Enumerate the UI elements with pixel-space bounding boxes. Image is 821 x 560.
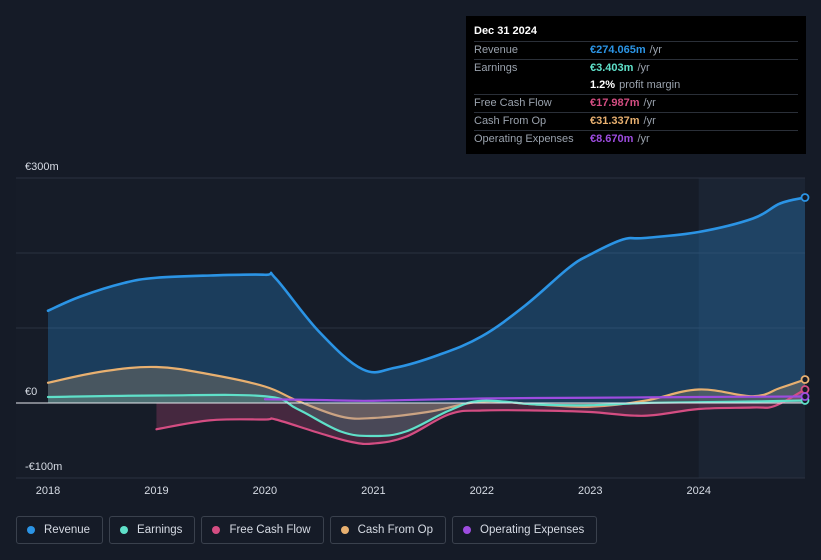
data-tooltip: Dec 31 2024 Revenue €274.065m /yr Earnin…	[466, 16, 806, 154]
series-line-revenue	[46, 196, 807, 374]
tooltip-label: Free Cash Flow	[474, 97, 552, 109]
x-tick-label: 2022	[470, 485, 494, 497]
legend-item-cash-from-op[interactable]: Cash From Op	[329, 516, 447, 544]
y-tick-label: -€100m	[25, 461, 62, 473]
tooltip-label: Operating Expenses	[474, 133, 574, 145]
legend-item-earnings[interactable]: Earnings	[109, 516, 196, 544]
tooltip-row-free-cash-flow: Free Cash Flow €17.987m /yr	[474, 94, 798, 112]
tooltip-value: €31.337m	[590, 115, 640, 127]
legend-dot-icon	[212, 526, 221, 534]
tooltip-row-operating-expenses: Operating Expenses €8.670m /yr	[474, 130, 798, 148]
tooltip-value: €17.987m	[590, 97, 640, 109]
series-area-earnings	[48, 394, 805, 437]
x-tick-label: 2018	[36, 485, 60, 497]
tooltip-row-earnings: Earnings €3.403m /yr	[474, 59, 798, 77]
tooltip-label: Revenue	[474, 44, 519, 56]
x-tick-label: 2020	[253, 485, 277, 497]
legend-dot-icon	[463, 526, 472, 534]
tooltip-label: Earnings	[474, 62, 518, 74]
y-tick-label: €300m	[25, 161, 59, 173]
x-tick-label: 2019	[144, 485, 168, 497]
series-line-earnings	[46, 393, 807, 438]
legend-dot-icon	[27, 526, 35, 534]
y-tick-label: €0	[25, 386, 37, 398]
tooltip-row-revenue: Revenue €274.065m /yr	[474, 41, 798, 59]
legend-label: Earnings	[137, 524, 183, 536]
tooltip-label	[474, 77, 590, 94]
legend-dot-icon	[120, 526, 129, 534]
end-marker-revenue	[800, 193, 810, 202]
chart-legend: Revenue Earnings Free Cash Flow Cash Fro…	[16, 516, 598, 546]
tooltip-unit: /yr	[637, 133, 650, 145]
tooltip-row-cash-from-op: Cash From Op €31.337m /yr	[474, 112, 798, 130]
series-line-free-cash-flow	[155, 388, 807, 446]
series-area-revenue	[48, 197, 805, 403]
tooltip-value: €3.403m	[590, 62, 634, 74]
tooltip-value: €8.670m	[590, 133, 634, 145]
legend-label: Revenue	[44, 524, 91, 536]
end-marker-operating-expenses	[800, 392, 810, 401]
x-tick-label: 2023	[578, 485, 602, 497]
tooltip-label: Cash From Op	[474, 115, 547, 127]
tooltip-unit: /yr	[637, 62, 650, 74]
x-tick-label: 2021	[361, 485, 385, 497]
legend-label: Cash From Op	[357, 524, 434, 536]
tooltip-unit: /yr	[643, 115, 656, 127]
end-marker-cash-from-op	[800, 375, 810, 384]
tooltip-unit: /yr	[649, 44, 662, 56]
legend-label: Free Cash Flow	[229, 524, 311, 536]
tooltip-value: 1.2%	[590, 79, 616, 91]
tooltip-unit: profit margin	[619, 79, 681, 91]
end-marker-free-cash-flow	[800, 385, 810, 394]
tooltip-value: €274.065m	[590, 44, 646, 56]
tooltip-date: Dec 31 2024	[474, 25, 537, 37]
legend-item-operating-expenses[interactable]: Operating Expenses	[452, 516, 598, 544]
legend-dot-icon	[340, 526, 349, 534]
tooltip-unit: /yr	[643, 97, 656, 109]
legend-label: Operating Expenses	[480, 524, 585, 536]
tooltip-row-profit-margin: 1.2% profit margin	[474, 77, 798, 94]
x-tick-label: 2024	[686, 485, 710, 497]
legend-item-free-cash-flow[interactable]: Free Cash Flow	[201, 516, 324, 544]
chart-area: €300m €0 -€100m 2018 2019 2020 2021 2022 2023 202…	[16, 161, 810, 497]
series-line-operating-expenses	[263, 395, 807, 402]
series-line-cash-from-op	[46, 365, 807, 420]
legend-item-revenue[interactable]: Revenue	[16, 516, 104, 544]
